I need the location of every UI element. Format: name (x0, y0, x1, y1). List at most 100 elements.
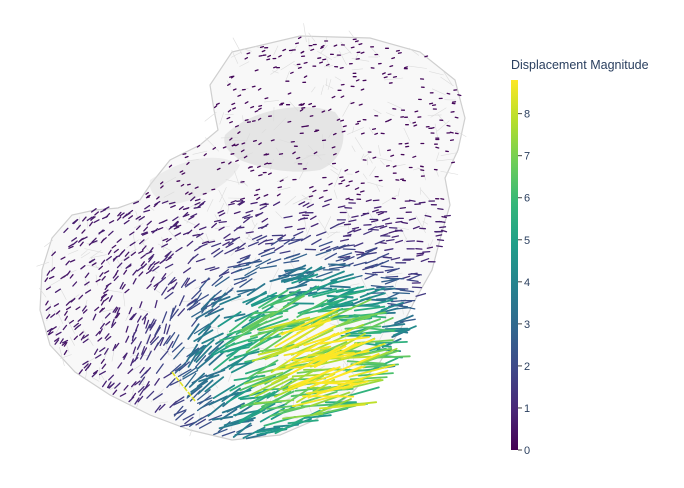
displacement-cone (153, 261, 160, 266)
displacement-cone (328, 182, 333, 186)
displacement-cone (394, 229, 404, 232)
displacement-cone (204, 376, 225, 393)
displacement-cone (146, 194, 151, 198)
displacement-cone (228, 161, 232, 165)
displacement-cone (251, 234, 263, 240)
mesh-edge (354, 137, 363, 150)
displacement-cone (258, 248, 271, 256)
displacement-cone (319, 404, 357, 415)
displacement-cone (137, 386, 145, 393)
displacement-cone (339, 176, 344, 179)
displacement-cone (150, 336, 160, 346)
mesh-edge (130, 364, 142, 372)
displacement-cone (190, 213, 198, 218)
displacement-cone (372, 209, 379, 213)
displacement-cone (290, 253, 308, 261)
displacement-cone (237, 200, 244, 206)
displacement-cone (101, 293, 108, 299)
displacement-cone (195, 355, 207, 368)
displacement-cone (75, 306, 81, 311)
displacement-cone (82, 338, 89, 344)
mesh-edge (184, 347, 195, 349)
displacement-cone (123, 384, 129, 391)
displacement-cone (138, 376, 146, 386)
displacement-cone (166, 331, 176, 345)
displacement-cone (123, 352, 128, 360)
displacement-cone (286, 283, 308, 290)
mesh-edge (299, 162, 309, 179)
displacement-cone (365, 199, 372, 202)
displacement-cone (108, 220, 115, 224)
mesh-edge (231, 49, 239, 64)
mesh-edge (44, 239, 54, 248)
displacement-cone (384, 222, 393, 225)
mesh-edge (136, 307, 151, 313)
displacement-cone (264, 242, 276, 245)
mesh-edge (380, 160, 385, 166)
displacement-cone (387, 149, 391, 152)
displacement-cone (99, 272, 104, 278)
mesh-edge (246, 257, 257, 274)
displacement-cone (257, 87, 262, 91)
displacement-cone (370, 219, 379, 223)
displacement-cone (112, 255, 120, 261)
displacement-cone (237, 94, 242, 97)
displacement-cone (237, 242, 246, 250)
mesh-edge (385, 272, 403, 276)
displacement-cone (250, 292, 278, 306)
displacement-cone (163, 335, 171, 346)
displacement-cone (157, 227, 164, 231)
mesh-edge (318, 219, 330, 236)
displacement-cone (261, 217, 269, 223)
displacement-cone (420, 258, 430, 263)
displacement-cone (171, 342, 183, 353)
displacement-cone (103, 206, 110, 211)
mesh-edge (91, 376, 100, 382)
displacement-cone (204, 266, 216, 271)
displacement-cone (273, 66, 277, 69)
displacement-cone (105, 335, 112, 341)
displacement-cone (149, 261, 156, 268)
plot-area[interactable] (0, 0, 500, 488)
displacement-cone (80, 265, 86, 270)
mesh-edge (370, 47, 380, 58)
mesh-edge (219, 186, 227, 203)
displacement-cone (292, 307, 340, 331)
displacement-cone (207, 240, 216, 244)
displacement-cone (381, 256, 393, 259)
displacement-cone (241, 271, 257, 280)
displacement-cone (229, 375, 258, 392)
displacement-cone (242, 292, 268, 304)
displacement-cone (128, 396, 135, 403)
displacement-cone (161, 273, 167, 280)
displacement-cone (130, 312, 137, 320)
displacement-cone (390, 154, 395, 157)
displacement-cone (443, 214, 451, 217)
displacement-cone (439, 226, 447, 229)
displacement-cone (183, 267, 192, 274)
displacement-cone (218, 212, 226, 217)
displacement-cone (121, 283, 126, 290)
mesh-edge (397, 188, 400, 197)
mesh-edge (80, 250, 88, 256)
displacement-cone (72, 281, 78, 287)
displacement-cone (341, 130, 346, 133)
colorbar-title: Displacement Magnitude (511, 58, 649, 72)
displacement-cone (213, 428, 228, 436)
displacement-cone (116, 216, 122, 221)
displacement-cone (356, 252, 369, 260)
displacement-cone (234, 247, 245, 252)
mesh-edge (330, 168, 339, 176)
displacement-cone (361, 342, 392, 348)
displacement-cone (446, 124, 451, 127)
displacement-cone (50, 266, 56, 272)
displacement-cone (140, 261, 145, 267)
displacement-cone (419, 165, 424, 168)
mesh-edge (239, 61, 250, 67)
displacement-cone (208, 340, 225, 355)
displacement-cone (95, 330, 101, 337)
displacement-cone (315, 271, 333, 278)
mesh-edge (204, 137, 220, 152)
displacement-cone (236, 257, 250, 264)
displacement-cone (116, 262, 123, 269)
